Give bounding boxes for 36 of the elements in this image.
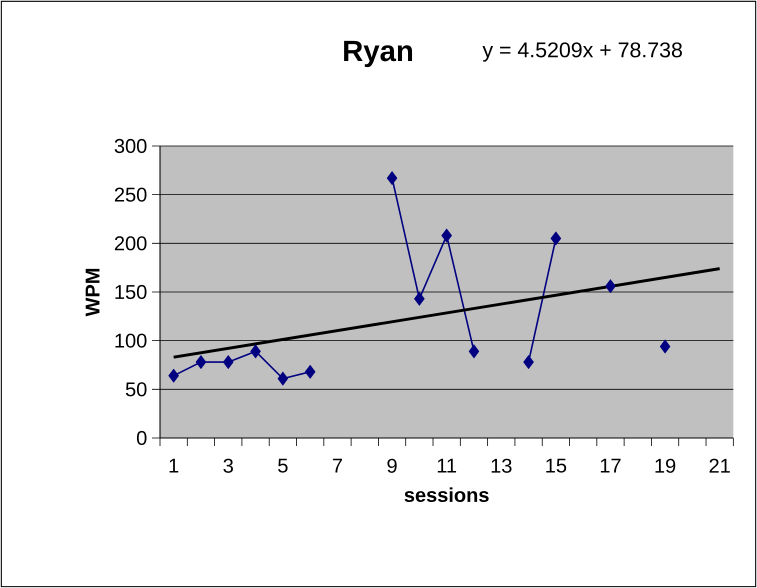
point xyxy=(605,279,616,294)
point xyxy=(523,355,534,370)
point xyxy=(196,355,206,370)
y-tick-label: 50 xyxy=(126,382,146,396)
x-tick-label: 9 xyxy=(387,458,397,473)
y-tick-label: 0 xyxy=(136,430,146,446)
point xyxy=(250,344,261,358)
y-axis-title: WPM xyxy=(86,268,100,316)
x-tick-label: 5 xyxy=(278,458,288,473)
x-tick-label: 17 xyxy=(600,458,621,472)
point xyxy=(168,368,179,383)
x-tick-label: 7 xyxy=(332,458,342,472)
x-tick-label: 21 xyxy=(710,458,730,473)
text: y = 4.5209x + 78.738 xyxy=(482,42,682,62)
x-tick-label: 1 xyxy=(170,458,178,472)
x-tick-label: 15 xyxy=(546,458,566,473)
point xyxy=(441,228,452,242)
x-tick-label: 13 xyxy=(492,458,512,473)
x-tick-label: 3 xyxy=(223,458,233,473)
y-tick-label: 250 xyxy=(114,188,146,202)
y-tick-label: 100 xyxy=(115,334,146,348)
point xyxy=(550,232,562,246)
x-tick-label: 11 xyxy=(438,458,456,472)
point xyxy=(222,355,234,370)
y-tick-label: 150 xyxy=(115,284,146,300)
chart-title: Ryan xyxy=(344,40,412,68)
y-tick-label: 300 xyxy=(114,138,146,154)
point xyxy=(304,364,316,379)
point xyxy=(414,292,425,306)
x-axis-title: sessions xyxy=(404,487,489,502)
point xyxy=(660,340,670,354)
y-tick-label: 200 xyxy=(114,236,146,250)
point xyxy=(386,171,398,186)
point xyxy=(278,372,288,386)
point xyxy=(468,344,480,358)
x-tick-label: 19 xyxy=(655,458,676,473)
